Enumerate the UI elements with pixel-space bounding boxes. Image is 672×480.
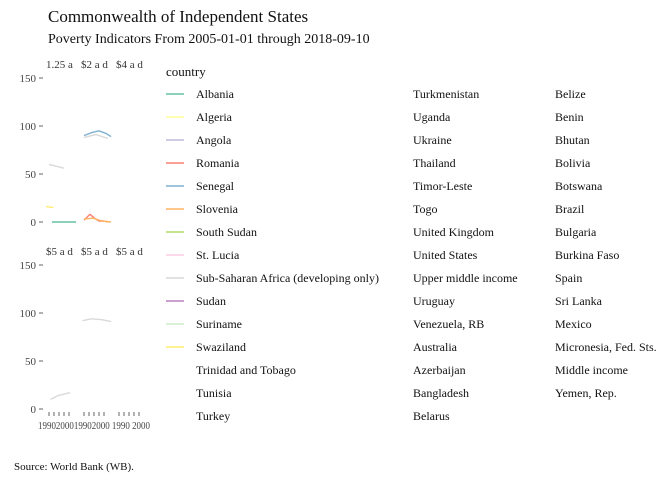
- y-tick-label: 50: [25, 356, 37, 368]
- legend-label: Benin: [555, 110, 584, 124]
- legend-label: Bolivia: [555, 156, 591, 170]
- series-line: [83, 217, 112, 223]
- legend-label: Tunisia: [196, 386, 232, 400]
- legend-label: Yemen, Rep.: [555, 386, 617, 400]
- facet-strip-label: $2 a d: [81, 59, 108, 71]
- legend-title: country: [166, 64, 206, 79]
- legend-label: United Kingdom: [413, 225, 495, 239]
- y-tick-label: 100: [20, 121, 37, 133]
- legend-label: Uruguay: [413, 294, 455, 308]
- legend-label: Romania: [196, 156, 240, 170]
- legend-label: Algeria: [196, 110, 233, 124]
- legend-label: Suriname: [196, 317, 242, 331]
- legend-label: Burkina Faso: [555, 248, 619, 262]
- legend-label: Angola: [196, 133, 232, 147]
- legend-label: Thailand: [413, 156, 456, 170]
- legend-label: Belize: [555, 87, 586, 101]
- y-tick-label: 50: [25, 169, 37, 181]
- facet-strip-label: $5 a d: [81, 246, 108, 258]
- series-line: [50, 392, 71, 401]
- legend-label: Brazil: [555, 202, 585, 216]
- legend-label: United States: [413, 248, 478, 262]
- legend-label: Middle income: [555, 363, 628, 377]
- chart-subtitle: Poverty Indicators From 2005-01-01 throu…: [48, 32, 370, 47]
- series-line: [48, 163, 65, 169]
- y-tick-label: 150: [20, 260, 37, 272]
- legend-label: Turkmenistan: [413, 87, 479, 101]
- legend-label: Ukraine: [413, 133, 452, 147]
- legend-label: Senegal: [196, 179, 235, 193]
- legend-label: Trinidad and Tobago: [196, 363, 296, 377]
- facet-strip-label: $5 a d: [46, 246, 73, 258]
- legend-label: Timor-Leste: [413, 179, 472, 193]
- y-tick-label: 100: [20, 308, 37, 320]
- legend-label: Bangladesh: [413, 386, 469, 400]
- legend-label: Bhutan: [555, 133, 590, 147]
- legend-label: South Sudan: [196, 225, 257, 239]
- legend-label: Uganda: [413, 110, 451, 124]
- facet-strip-label: $5 a d: [116, 246, 143, 258]
- series-line: [82, 318, 112, 323]
- y-tick-label: 0: [31, 217, 37, 229]
- legend-label: Micronesia, Fed. Sts.: [555, 340, 657, 354]
- chart-title: Commonwealth of Independent States: [48, 7, 308, 26]
- y-tick-label: 150: [20, 73, 37, 85]
- legend-label: Togo: [413, 202, 438, 216]
- series-line: [83, 133, 109, 140]
- y-tick-label: 0: [31, 404, 37, 416]
- legend-label: Azerbaijan: [413, 363, 466, 377]
- legend-label: Turkey: [196, 409, 230, 423]
- chart-caption: Source: World Bank (WB).: [14, 461, 134, 473]
- legend-label: Botswana: [555, 179, 603, 193]
- plot-area: 1.25 a $2 a d $4 a d $5 a d $5 a d $5 a d 0 50 1…: [20, 59, 151, 432]
- legend-label: Venezuela, RB: [413, 317, 484, 331]
- legend-label: Australia: [413, 340, 458, 354]
- legend-label: Albania: [196, 87, 235, 101]
- legend-label: St. Lucia: [196, 248, 240, 262]
- legend-label: Belarus: [413, 409, 450, 423]
- series-line: [83, 130, 112, 138]
- facet-strip-label: 1.25 a: [46, 59, 73, 71]
- legend-label: Spain: [555, 271, 582, 285]
- legend-label: Sudan: [196, 294, 226, 308]
- x-tick-label: 1990200019902000 1990 2000: [38, 420, 150, 432]
- legend-label: Sub-Saharan Africa (developing only): [196, 271, 379, 285]
- legend-label: Slovenia: [196, 202, 239, 216]
- series-line: [45, 205, 54, 209]
- legend-label: Mexico: [555, 317, 592, 331]
- legend: Albania Algeria Angola Romania Senegal Sloven…: [166, 87, 657, 423]
- legend-label: Sri Lanka: [555, 294, 603, 308]
- facet-strip-label: $4 a d: [116, 59, 143, 71]
- legend-label: Upper middle income: [413, 271, 518, 285]
- legend-label: Swaziland: [196, 340, 246, 354]
- legend-label: Bulgaria: [555, 225, 597, 239]
